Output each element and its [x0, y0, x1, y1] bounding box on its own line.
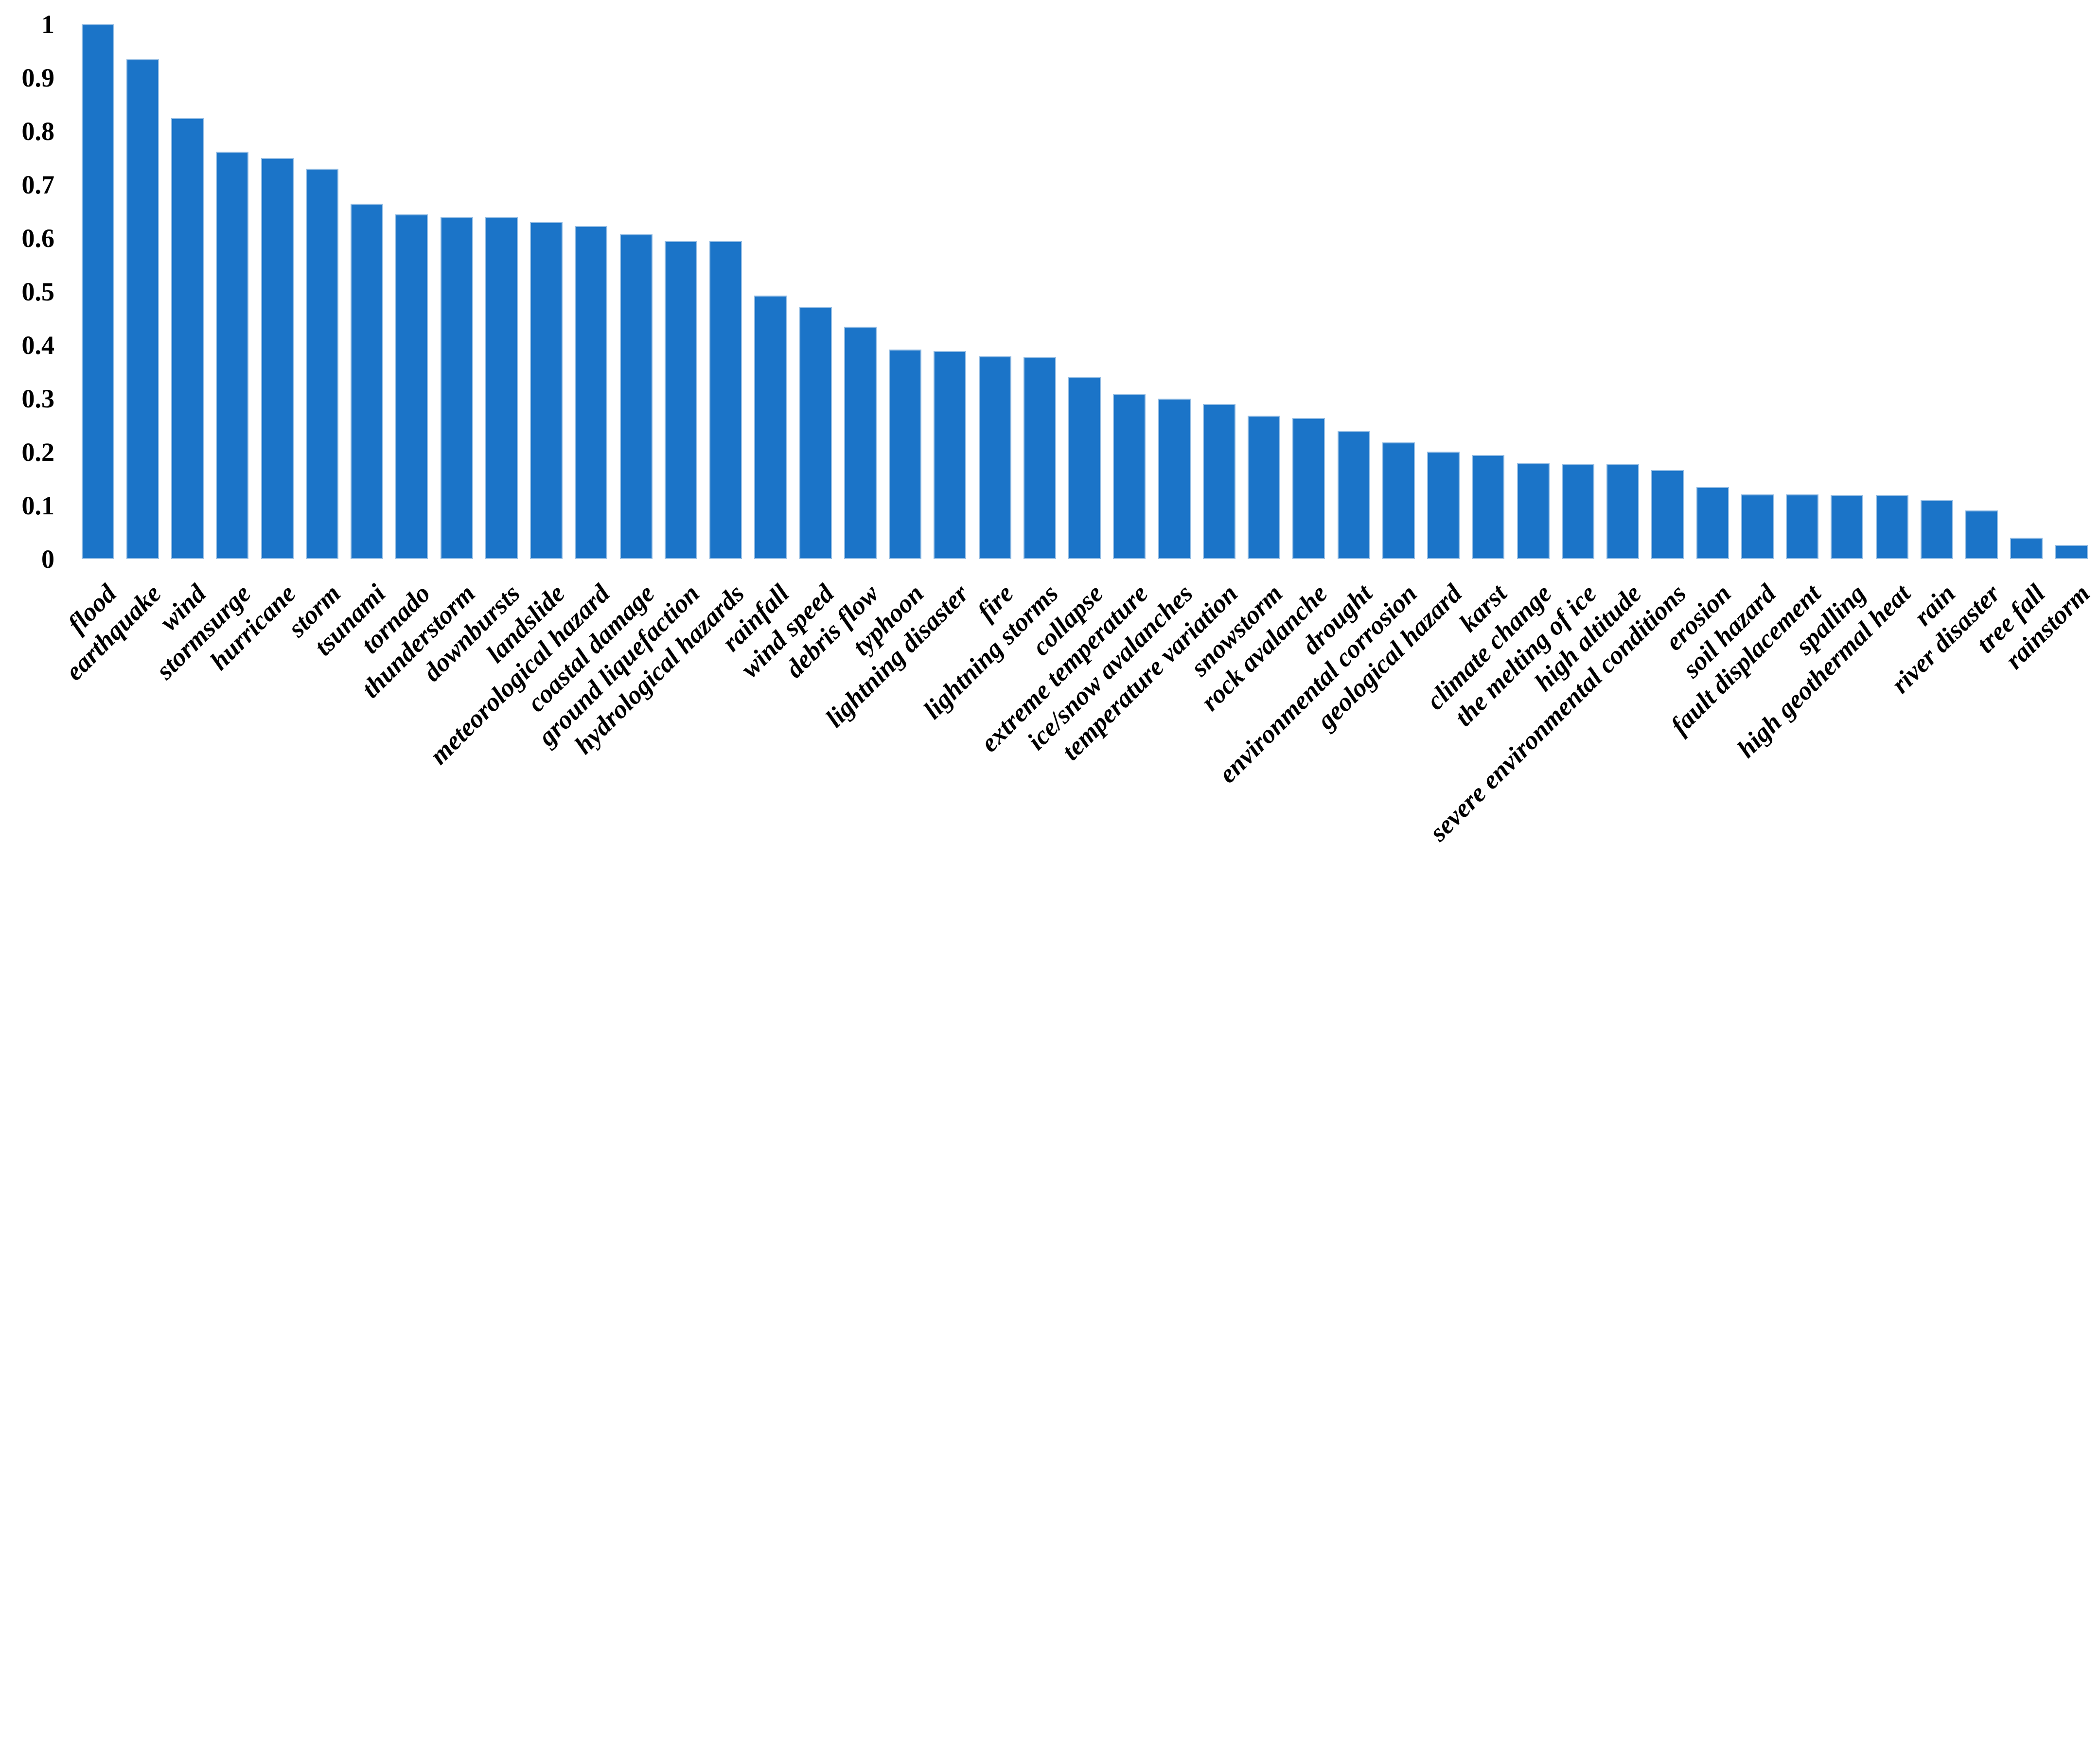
bar	[81, 24, 114, 559]
bar	[844, 326, 877, 559]
bar	[1606, 464, 1639, 559]
bar	[1113, 394, 1146, 559]
y-tick-label: 0.5	[21, 277, 55, 306]
y-tick-label: 0	[41, 544, 54, 574]
y-tick-label: 0.2	[21, 438, 55, 467]
bar	[1023, 357, 1056, 559]
bar	[1786, 494, 1818, 559]
bar	[575, 226, 608, 559]
y-tick-label: 1	[41, 10, 54, 39]
bar	[619, 234, 653, 559]
bar	[2010, 538, 2043, 559]
bar	[934, 351, 967, 559]
bar	[978, 356, 1011, 559]
bar	[799, 307, 832, 559]
bar	[754, 295, 787, 559]
bar	[2055, 545, 2088, 559]
bar	[1248, 416, 1280, 559]
bar	[351, 203, 383, 559]
bar	[1696, 487, 1729, 559]
bar	[530, 222, 563, 559]
bar	[1831, 495, 1864, 559]
bar	[1875, 495, 1908, 559]
bar	[1651, 470, 1684, 559]
bar	[664, 241, 697, 559]
bar	[1337, 431, 1370, 559]
bar	[1158, 399, 1191, 559]
y-tick-label: 0.9	[21, 63, 55, 92]
y-tick-label: 0.8	[21, 117, 55, 146]
bar	[1202, 404, 1235, 559]
y-tick-label: 0.3	[21, 384, 55, 413]
y-tick-label: 0.6	[21, 224, 55, 253]
bar	[395, 214, 428, 559]
bar	[1965, 510, 1998, 559]
bar	[126, 59, 159, 559]
bar	[1561, 464, 1594, 559]
bar	[171, 118, 204, 559]
bar	[1427, 451, 1460, 559]
bar	[216, 151, 249, 559]
bar	[1472, 455, 1505, 559]
bar	[1517, 463, 1550, 559]
bar	[1068, 376, 1101, 559]
bar	[440, 217, 473, 559]
y-tick-label: 0.4	[21, 331, 55, 360]
bar	[1741, 494, 1774, 559]
bar-chart-figure: 0 0.1 0.2 0.3 0.4 0.5 0.6 0.7 0.8 0.9 1 flood earth…	[21, 10, 2096, 847]
bar	[261, 158, 294, 559]
bar	[1292, 418, 1325, 559]
bar	[485, 217, 518, 559]
y-tick-label: 0.7	[21, 170, 55, 199]
bar	[305, 169, 338, 559]
y-tick-label: 0.1	[21, 491, 55, 520]
bar	[1382, 442, 1415, 559]
bar	[889, 349, 921, 559]
bar	[709, 241, 742, 559]
bar	[1920, 500, 1953, 559]
